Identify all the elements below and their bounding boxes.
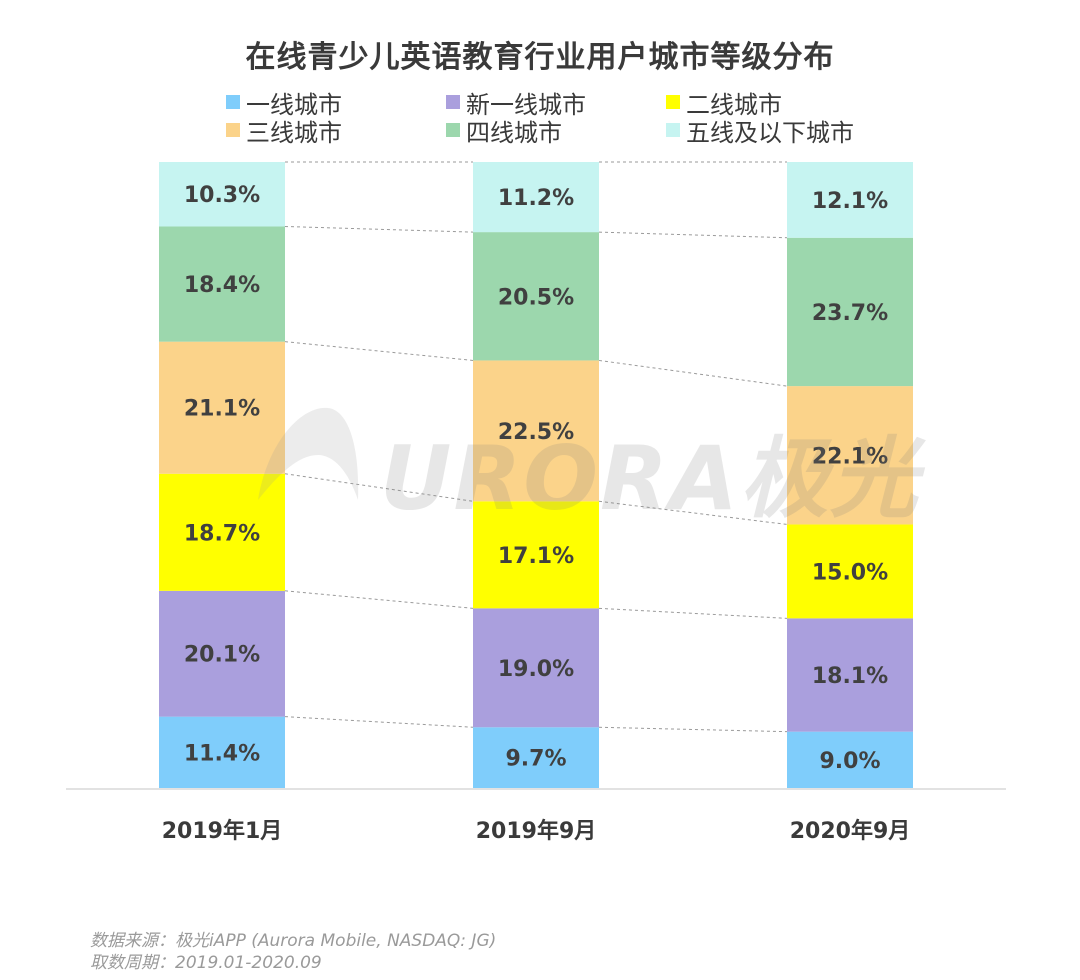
data-label: 21.1%	[184, 397, 260, 422]
x-tick-label: 2020年9月	[790, 818, 911, 844]
bar-segment	[159, 162, 285, 227]
connector-line	[598, 231, 788, 239]
bar-segment	[159, 341, 285, 474]
legend-label-tier2: 二线城市	[686, 90, 782, 119]
data-label: 10.3%	[184, 183, 260, 208]
bar-segment	[159, 226, 285, 342]
connector-line	[598, 607, 788, 619]
legend-item-tier4: 四线城市	[446, 116, 562, 147]
connector-line	[284, 473, 474, 502]
bar-segment	[787, 237, 913, 387]
x-tick-label: 2019年9月	[476, 818, 597, 844]
bar-segment	[787, 524, 913, 619]
footer-source: 数据来源：极光iAPP (Aurora Mobile, NASDAQ: JG)	[90, 931, 497, 951]
data-label: 20.5%	[498, 285, 574, 310]
stacked-bar-chart: 11.4% 20.1% 18.7% 21.1% 18.4% 10.3% 2019年1月 9.7…	[66, 161, 1006, 844]
connector-line	[284, 716, 474, 728]
legend-label-tier4: 四线城市	[466, 118, 562, 147]
data-label: 22.1%	[812, 444, 888, 469]
legend-swatch-tier1	[226, 95, 240, 109]
chart-title: 在线青少儿英语教育行业用户城市等级分布	[245, 40, 835, 75]
connector-line	[284, 341, 474, 361]
footer-period: 取数周期：2019.01-2020.09	[90, 953, 322, 973]
data-label: 22.5%	[498, 420, 574, 445]
data-label: 18.1%	[812, 664, 888, 689]
data-label: 20.1%	[184, 643, 260, 668]
data-label: 11.4%	[184, 741, 260, 766]
data-label: 18.4%	[184, 273, 260, 298]
legend-label-new-tier1: 新一线城市	[466, 90, 586, 119]
bar-segment	[473, 360, 599, 502]
x-tick-label: 2019年1月	[162, 818, 283, 844]
watermark: URORA极光	[248, 400, 918, 530]
bar-segment	[159, 473, 285, 591]
data-label: 23.7%	[812, 301, 888, 326]
bar-segment	[159, 590, 285, 717]
legend-label-tier5-below: 五线及以下城市	[686, 118, 854, 147]
bar-segment	[787, 162, 913, 238]
legend-swatch-new-tier1	[446, 95, 460, 109]
connector-line	[598, 726, 788, 733]
data-label: 17.1%	[498, 544, 574, 569]
legend-swatch-tier3	[226, 123, 240, 137]
legend-label-tier1: 一线城市	[246, 90, 342, 119]
connector-line	[284, 225, 474, 233]
data-label: 12.1%	[812, 189, 888, 214]
data-label: 11.2%	[498, 186, 574, 211]
bar-segment	[473, 608, 599, 728]
legend-label-tier3: 三线城市	[246, 118, 342, 147]
data-label: 18.7%	[184, 521, 260, 546]
data-label: 15.0%	[812, 560, 888, 585]
bar-segment	[473, 727, 599, 788]
data-label: 9.7%	[505, 747, 566, 772]
bar-segment	[473, 162, 599, 233]
legend-item-new-tier1: 新一线城市	[446, 88, 586, 119]
bar-segment	[787, 386, 913, 525]
bar-segment	[787, 731, 913, 788]
watermark-text: URORA极光	[380, 427, 920, 530]
bar-segment	[473, 232, 599, 361]
connector-line	[598, 500, 788, 525]
data-label: 9.0%	[819, 749, 880, 774]
legend-swatch-tier5-below	[666, 123, 680, 137]
legend-item-tier3: 三线城市	[226, 116, 342, 147]
data-label: 19.0%	[498, 657, 574, 682]
aurora-logo-icon	[258, 407, 359, 500]
legend-item-tier5-below: 五线及以下城市	[666, 116, 854, 147]
legend-swatch-tier2	[666, 95, 680, 109]
bar-segment	[787, 618, 913, 732]
connector-line	[598, 359, 788, 387]
legend-item-tier1: 一线城市	[226, 88, 342, 119]
legend-swatch-tier4	[446, 123, 460, 137]
bar-segment	[159, 716, 285, 788]
legend-item-tier2: 二线城市	[666, 88, 782, 119]
bar-segment	[473, 501, 599, 609]
connector-line	[284, 590, 474, 609]
